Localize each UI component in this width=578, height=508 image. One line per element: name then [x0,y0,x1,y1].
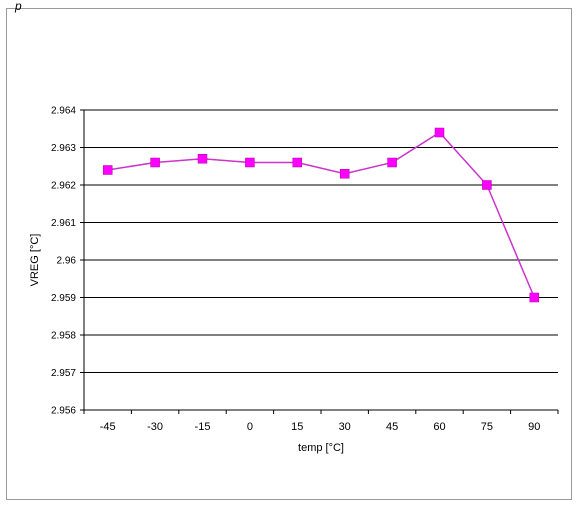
y-tick-label: 2.962 [51,181,76,192]
x-tick-label: -45 [100,421,116,433]
x-tick-label: 45 [386,421,398,433]
x-tick-label: -30 [147,421,163,433]
x-tick-label: 15 [291,421,303,433]
data-point-marker [102,165,113,175]
data-point-marker [150,157,160,168]
data-point-marker [434,127,445,138]
x-tick-label: -15 [195,421,211,433]
page-fragment-text: p [15,0,22,13]
data-point-marker [482,180,492,190]
data-point-marker [529,292,540,303]
x-tick-label: 90 [528,421,540,433]
y-tick-label: 2.956 [51,406,76,417]
y-tick-label: 2.963 [51,143,76,154]
x-tick-label: 75 [481,421,493,433]
x-tick-label: 30 [339,421,351,433]
data-point-marker [245,157,255,168]
data-point-marker [292,157,303,168]
y-tick-label: 2.96 [57,256,77,267]
data-point-marker [339,169,350,179]
y-tick-label: 2.957 [51,368,76,379]
y-ticks: 2.956 2.957 2.958 2.959 2.96 2.961 2.962 2.963 2… [51,106,84,417]
y-tick-label: 2.959 [51,293,76,304]
data-point-marker [387,157,397,168]
y-tick-label: 2.964 [51,106,76,117]
series [102,127,540,303]
y-axis-label: VREG [°C] [29,234,41,287]
data-point-marker [197,154,208,164]
x-ticks: -45 -30 -15 0 15 30 45 60 75 90 [83,410,559,433]
y-tick-label: 2.961 [51,218,76,229]
chart-frame: p [6,0,572,500]
x-axis-label: temp [°C] [298,442,344,454]
series-line [107,131,535,298]
x-tick-label: 60 [433,421,445,433]
gridlines [84,109,558,373]
x-tick-label: 0 [247,421,253,433]
y-tick-label: 2.958 [51,331,76,342]
